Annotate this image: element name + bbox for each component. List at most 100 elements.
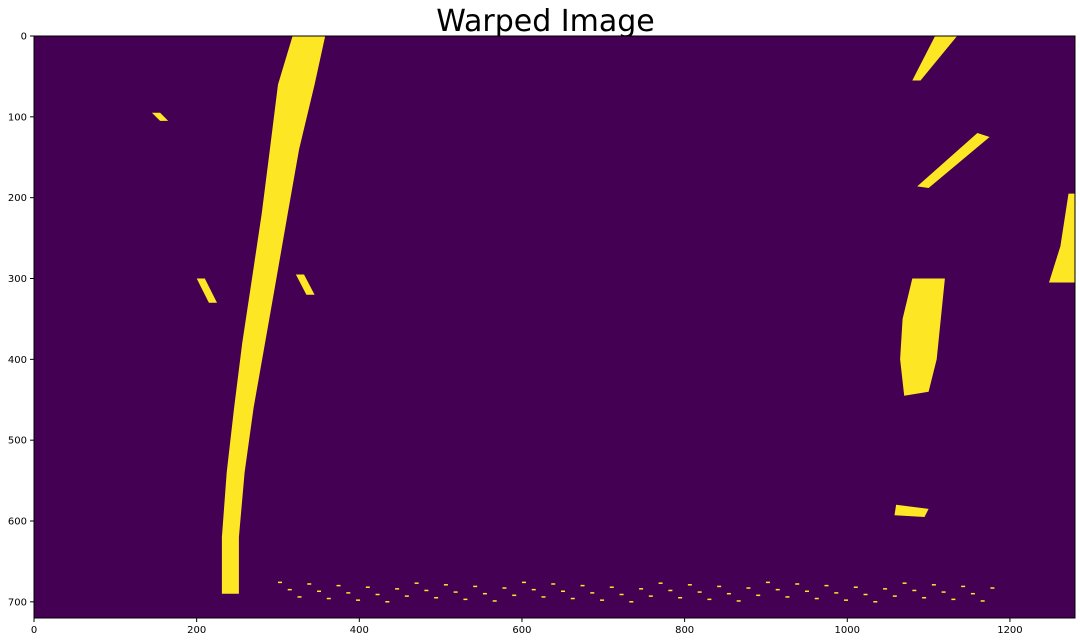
noise-dash bbox=[502, 587, 507, 589]
noise-dash bbox=[590, 592, 595, 594]
noise-dash bbox=[395, 588, 400, 590]
noise-dash bbox=[346, 592, 351, 594]
y-tick-label: 100 bbox=[8, 112, 27, 123]
y-tick-label: 0 bbox=[21, 32, 27, 43]
noise-dash bbox=[990, 587, 995, 589]
x-tick-label: 1000 bbox=[835, 625, 860, 636]
noise-dash bbox=[785, 596, 790, 598]
noise-dash bbox=[473, 585, 478, 588]
noise-dash bbox=[277, 581, 282, 584]
far-right-edge bbox=[1049, 193, 1075, 283]
noise-dash bbox=[385, 601, 390, 603]
noise-dash bbox=[804, 590, 809, 593]
noise-dash bbox=[404, 595, 409, 597]
chart-title: Warped Image bbox=[436, 4, 655, 39]
noise-dash bbox=[873, 601, 878, 603]
left-lane-line bbox=[221, 36, 326, 594]
y-tick-label: 600 bbox=[8, 517, 27, 528]
noise-dash bbox=[600, 599, 605, 601]
noise-dash bbox=[941, 591, 946, 593]
noise-dash bbox=[961, 585, 966, 588]
noise-dash bbox=[551, 583, 556, 585]
noise-dash bbox=[297, 596, 302, 598]
noise-dash bbox=[648, 595, 653, 597]
noise-dash bbox=[863, 593, 868, 596]
left-specks-mid bbox=[196, 278, 217, 303]
x-tick-label: 600 bbox=[512, 625, 531, 636]
noise-dash bbox=[453, 591, 458, 593]
left-specks-top bbox=[151, 112, 169, 121]
noise-dash bbox=[883, 588, 888, 590]
x-tick-label: 200 bbox=[187, 625, 206, 636]
noise-dash bbox=[609, 586, 614, 588]
plot-area bbox=[34, 36, 1075, 618]
noise-dash bbox=[795, 583, 800, 585]
small-blob bbox=[894, 504, 929, 517]
noise-dash bbox=[561, 590, 566, 593]
noise-dash bbox=[375, 593, 380, 596]
noise-dash bbox=[775, 588, 780, 591]
noise-dash bbox=[687, 584, 692, 586]
axes: 0 200 400 600 800 1000 1200 0 100 200 300 400 500 600… bbox=[8, 32, 1076, 636]
noise-dash bbox=[912, 589, 917, 592]
noise-dash bbox=[463, 598, 468, 601]
noise-dash bbox=[902, 582, 907, 584]
noise-dash bbox=[765, 581, 770, 584]
y-tick-label: 400 bbox=[8, 355, 27, 366]
noise-dash bbox=[726, 592, 731, 595]
noise-dash bbox=[541, 596, 546, 598]
noise-dash bbox=[365, 586, 370, 588]
noise-dash bbox=[834, 592, 839, 594]
noise-dash bbox=[931, 584, 936, 586]
noise-dash bbox=[580, 584, 585, 587]
right-lane-block bbox=[900, 278, 945, 396]
x-tick-label: 0 bbox=[31, 625, 37, 636]
noise-dash bbox=[717, 585, 722, 588]
x-tick-label: 400 bbox=[350, 625, 369, 636]
noise-dash bbox=[521, 581, 526, 584]
x-tick-label: 800 bbox=[675, 625, 694, 636]
noise-dash bbox=[434, 596, 439, 599]
noise-dash bbox=[844, 599, 849, 601]
y-tick-label: 700 bbox=[8, 597, 27, 608]
y-tick-label: 300 bbox=[8, 274, 27, 285]
noise-dash bbox=[658, 582, 663, 584]
center-dashes bbox=[295, 274, 315, 295]
noise-dash bbox=[492, 600, 497, 602]
noise-dash bbox=[356, 599, 361, 601]
noise-dash bbox=[424, 589, 429, 592]
noise-dash bbox=[414, 582, 419, 584]
image-background bbox=[34, 36, 1075, 618]
plot-frame bbox=[33, 35, 1076, 619]
noise-dash bbox=[980, 600, 985, 602]
x-tick-label: 1200 bbox=[997, 625, 1022, 636]
noise-dash bbox=[336, 584, 341, 587]
noise-dash bbox=[756, 594, 761, 597]
y-tick-label: 200 bbox=[8, 193, 27, 204]
y-tick-label: 500 bbox=[8, 436, 27, 447]
noise-dash bbox=[482, 592, 487, 595]
noise-dash bbox=[707, 598, 712, 601]
noise-dash bbox=[970, 592, 975, 595]
bottom-noise bbox=[277, 581, 995, 603]
noise-dash bbox=[619, 593, 624, 596]
noise-dash bbox=[736, 600, 741, 602]
noise-dash bbox=[922, 596, 927, 599]
noise-dash bbox=[824, 584, 829, 587]
noise-dash bbox=[951, 598, 956, 601]
noise-dash bbox=[629, 601, 634, 603]
noise-dash bbox=[307, 583, 312, 585]
noise-dash bbox=[814, 597, 819, 600]
noise-dash bbox=[512, 594, 517, 597]
noise-dash bbox=[639, 588, 644, 590]
noise-dash bbox=[697, 591, 702, 593]
noise-dash bbox=[531, 588, 536, 591]
noise-dash bbox=[326, 597, 331, 600]
noise-dash bbox=[443, 584, 448, 586]
noise-dash bbox=[287, 588, 292, 591]
noise-dash bbox=[668, 589, 673, 592]
noise-dash bbox=[853, 586, 858, 588]
mid-right-dashes bbox=[917, 133, 990, 188]
noise-dash bbox=[317, 590, 322, 593]
